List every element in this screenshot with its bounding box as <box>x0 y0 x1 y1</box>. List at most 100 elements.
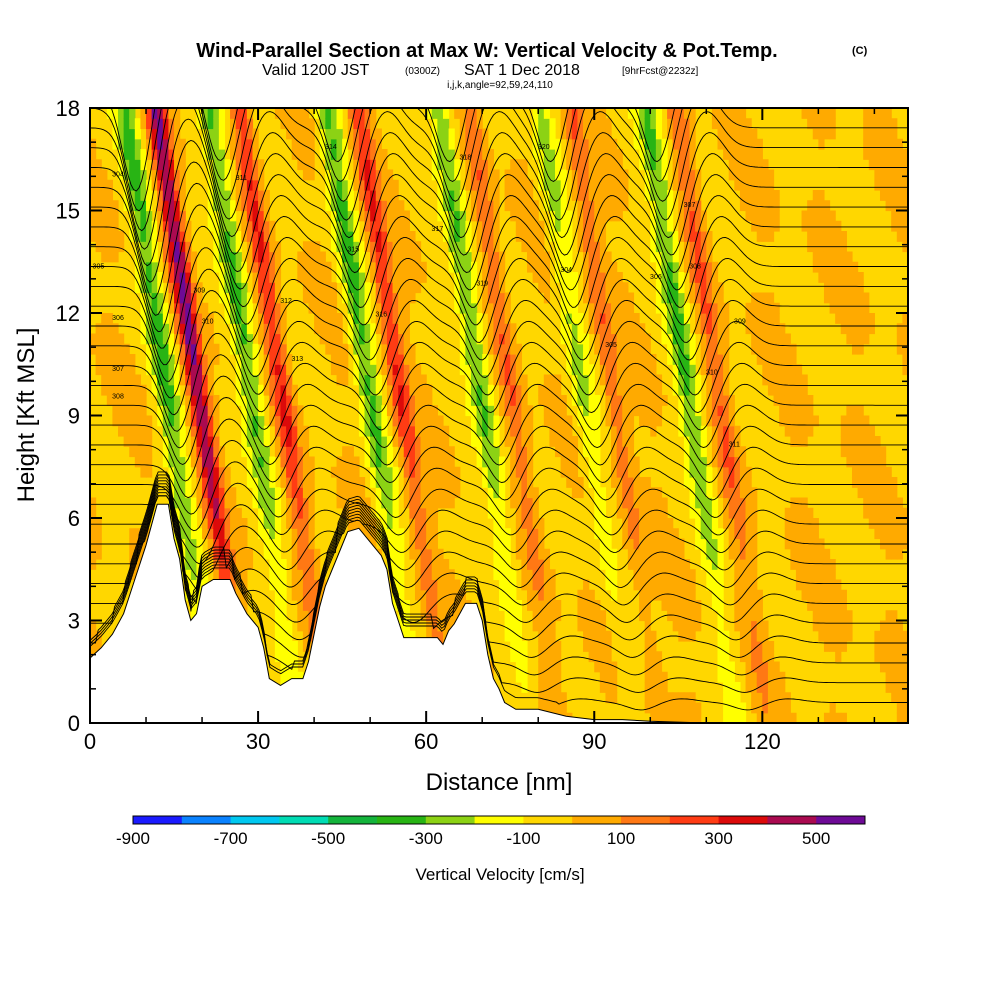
velocity-cell <box>891 220 898 232</box>
velocity-cell <box>218 559 226 570</box>
velocity-cell <box>555 436 562 447</box>
velocity-cell <box>611 364 618 376</box>
velocity-cell <box>297 138 304 150</box>
velocity-cell <box>633 395 640 406</box>
velocity-cell <box>174 415 181 427</box>
velocity-cell <box>857 436 864 447</box>
velocity-cell <box>762 159 769 171</box>
velocity-cell <box>784 702 791 714</box>
velocity-cell <box>532 528 539 540</box>
velocity-cell <box>835 261 842 273</box>
velocity-cell <box>627 466 635 478</box>
velocity-cell <box>627 384 635 396</box>
velocity-cell <box>398 251 405 263</box>
velocity-cell <box>790 712 797 723</box>
theta-contour <box>90 471 908 591</box>
velocity-cell <box>689 118 696 130</box>
velocity-cell <box>224 231 231 242</box>
velocity-cell <box>370 190 377 201</box>
velocity-cell <box>224 466 231 478</box>
velocity-cell <box>795 528 803 540</box>
velocity-cell <box>386 292 394 304</box>
velocity-cell <box>818 118 825 130</box>
velocity-cell <box>633 528 640 540</box>
velocity-cell <box>896 507 903 519</box>
velocity-cell <box>280 477 287 488</box>
velocity-cell <box>773 692 780 704</box>
velocity-cell <box>790 343 797 355</box>
velocity-cell <box>678 569 685 581</box>
velocity-cell <box>504 579 511 591</box>
velocity-cell <box>532 200 539 212</box>
velocity-cell <box>297 251 304 263</box>
velocity-cell <box>807 579 814 591</box>
velocity-cell <box>442 128 450 140</box>
velocity-cell <box>840 712 847 723</box>
velocity-cell <box>851 333 859 345</box>
velocity-cell <box>140 159 147 171</box>
velocity-cell <box>728 518 735 529</box>
velocity-cell <box>812 251 819 263</box>
velocity-cell <box>196 374 203 386</box>
velocity-cell <box>678 589 685 601</box>
velocity-cell <box>381 456 388 468</box>
velocity-cell <box>695 261 702 273</box>
velocity-cell <box>891 169 898 181</box>
velocity-cell <box>286 354 293 365</box>
velocity-cell <box>487 507 494 519</box>
velocity-cell <box>162 210 170 222</box>
velocity-cell <box>538 671 545 683</box>
velocity-cell <box>672 261 679 273</box>
velocity-cell <box>767 231 775 242</box>
velocity-cell <box>263 272 270 283</box>
velocity-cell <box>622 292 629 304</box>
velocity-cell <box>308 292 315 304</box>
velocity-cell <box>611 159 618 171</box>
velocity-cell <box>398 559 405 570</box>
velocity-cell <box>168 343 175 355</box>
velocity-cell <box>140 466 147 478</box>
velocity-cell <box>286 518 293 529</box>
velocity-cell <box>605 313 612 324</box>
velocity-cell <box>499 487 506 499</box>
velocity-cell <box>874 179 881 191</box>
velocity-cell <box>218 292 226 304</box>
velocity-cell <box>538 241 545 253</box>
velocity-cell <box>874 630 881 642</box>
velocity-cell <box>263 190 270 201</box>
velocity-cell <box>302 436 310 447</box>
velocity-cell <box>162 436 170 447</box>
velocity-cell <box>751 528 758 540</box>
velocity-cell <box>409 251 416 263</box>
velocity-cell <box>902 651 908 663</box>
velocity-cell <box>532 548 539 560</box>
velocity-cell <box>902 323 908 335</box>
velocity-cell <box>779 692 786 704</box>
velocity-cell <box>459 282 466 294</box>
velocity-cell <box>689 446 696 458</box>
velocity-cell <box>874 518 881 529</box>
velocity-cell <box>896 702 903 714</box>
velocity-cell <box>454 487 461 499</box>
velocity-cell <box>426 600 433 611</box>
velocity-cell <box>330 149 338 160</box>
velocity-cell <box>515 610 523 622</box>
velocity-cell <box>751 641 758 652</box>
velocity-cell <box>751 651 758 663</box>
velocity-cell <box>162 323 170 335</box>
velocity-cell <box>695 497 702 509</box>
velocity-cell <box>655 169 663 181</box>
velocity-cell <box>347 323 354 335</box>
velocity-cell <box>723 384 730 396</box>
velocity-cell <box>745 610 752 622</box>
velocity-cell <box>896 323 903 335</box>
velocity-cell <box>414 466 422 478</box>
velocity-cell <box>487 323 494 335</box>
velocity-cell <box>711 600 719 611</box>
velocity-cell <box>230 548 237 560</box>
velocity-cell <box>112 241 119 253</box>
velocity-cell <box>611 692 618 704</box>
velocity-cell <box>515 364 523 376</box>
velocity-cell <box>409 507 416 519</box>
velocity-cell <box>521 405 528 417</box>
